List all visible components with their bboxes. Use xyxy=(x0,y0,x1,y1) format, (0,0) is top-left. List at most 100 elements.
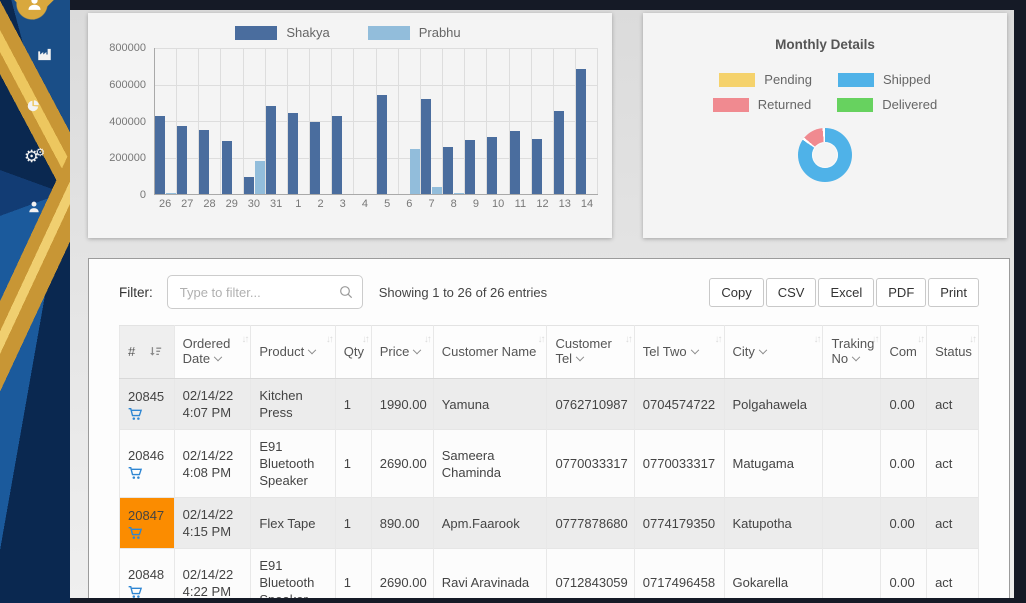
orders-table-panel: Filter: Showing 1 to 26 of 26 entries Co… xyxy=(88,258,1010,598)
cell-ordered-date: 02/14/22 4:22 PM xyxy=(174,548,252,598)
bar-group-6 xyxy=(399,48,421,194)
gears-icon[interactable]: ⚙⚙ xyxy=(24,147,46,166)
cell-traking-no xyxy=(822,429,882,498)
factory-icon[interactable] xyxy=(37,47,52,62)
cell-status: act xyxy=(926,429,979,498)
orders-table: # Ordered Date ↓↑ Product ↓↑ Qty ↓↑ Price ↓↑ Cus… xyxy=(119,325,979,598)
x-tick-label: 7 xyxy=(428,198,435,210)
column-header-product[interactable]: Product ↓↑ xyxy=(250,325,336,379)
cell-customer-name: Apm.Faarook xyxy=(433,497,548,549)
monthly-details-title: Monthly Details xyxy=(775,37,875,52)
sort-amount-icon xyxy=(149,346,162,358)
cart-icon[interactable] xyxy=(128,526,168,540)
legend-item-delivered[interactable]: Delivered xyxy=(837,97,937,112)
column-label: Ordered Date xyxy=(182,336,231,366)
bar-group-29 xyxy=(221,48,244,194)
column-label: Status xyxy=(935,343,972,359)
bar-group-12 xyxy=(531,48,554,194)
sort-arrows-icon: ↓↑ xyxy=(361,334,370,345)
sort-arrows-icon: ↓↑ xyxy=(325,334,334,345)
bar-group-7 xyxy=(420,48,444,194)
x-tick-label: 12 xyxy=(536,198,549,210)
legend-swatch xyxy=(837,97,874,112)
sort-arrows-icon: ↓↑ xyxy=(241,334,249,345)
legend-item-shipped[interactable]: Shipped xyxy=(838,72,931,87)
column-header-ordered-date[interactable]: Ordered Date ↓↑ xyxy=(174,325,252,379)
copy-button[interactable]: Copy xyxy=(709,277,764,307)
bar-group-30 xyxy=(243,48,266,194)
cart-icon[interactable] xyxy=(128,466,168,480)
person-icon[interactable] xyxy=(27,200,41,214)
print-button[interactable]: Print xyxy=(928,277,979,307)
column-header-com[interactable]: Com ↓↑ xyxy=(880,325,928,379)
bar-group-4 xyxy=(354,48,377,194)
legend-item-returned[interactable]: Returned xyxy=(712,97,811,112)
cell-customer-tel: 0777878680 xyxy=(546,497,635,549)
y-tick-label: 400000 xyxy=(109,115,146,128)
cell-order-id: 20846 xyxy=(119,429,175,498)
cell-status: act xyxy=(926,378,979,430)
cart-icon[interactable] xyxy=(128,585,168,598)
bar-chart-plot xyxy=(154,48,599,195)
chevron-down-icon xyxy=(413,345,422,354)
column-header-id[interactable]: # xyxy=(119,325,175,379)
main-content: Shakya Prabhu 800000 600000 400000 200000 0 xyxy=(70,10,1014,598)
order-id: 20847 xyxy=(128,507,165,523)
column-header-tel-two[interactable]: Tel Two ↓↑ xyxy=(634,325,725,379)
legend-label: Shipped xyxy=(883,72,931,87)
column-label: Price xyxy=(379,343,410,359)
cell-qty: 1 xyxy=(335,378,372,430)
cart-icon[interactable] xyxy=(128,407,168,421)
legend-swatch xyxy=(712,97,749,112)
column-header-customer-tel[interactable]: Customer Tel ↓↑ xyxy=(546,325,635,379)
sort-arrows-icon: ↓↑ xyxy=(969,334,977,345)
csv-button[interactable]: CSV xyxy=(765,277,817,307)
column-header-traking-no[interactable]: Traking No ↓↑ xyxy=(822,325,882,379)
column-label: Product xyxy=(259,343,305,359)
legend-swatch xyxy=(235,25,278,40)
column-header-status[interactable]: Status ↓↑ xyxy=(926,325,979,379)
cell-traking-no xyxy=(822,548,882,598)
bar-group-5 xyxy=(376,48,399,194)
x-tick-label: 13 xyxy=(558,198,571,210)
column-label: Com xyxy=(889,343,917,359)
cell-order-id: 20847 xyxy=(119,497,175,549)
x-tick-label: 30 xyxy=(247,198,261,210)
bar-group-27 xyxy=(177,48,200,194)
user-icon[interactable] xyxy=(26,0,43,12)
sort-arrows-icon: ↓↑ xyxy=(624,334,633,345)
table-row: 20845 02/14/22 4:07 PM Kitchen Press 1 19… xyxy=(119,378,979,430)
x-tick-label: 8 xyxy=(450,198,457,210)
pdf-button[interactable]: PDF xyxy=(876,277,927,307)
legend-item-prabhu[interactable]: Prabhu xyxy=(367,25,461,40)
legend-item-pending[interactable]: Pending xyxy=(719,72,812,87)
x-tick-label: 11 xyxy=(514,198,527,210)
bar-group-8 xyxy=(443,48,466,194)
export-button-group: Copy CSV Excel PDF Print xyxy=(709,277,979,307)
bar-group-10 xyxy=(487,48,510,194)
filter-input[interactable] xyxy=(166,275,363,309)
chevron-down-icon xyxy=(758,345,768,354)
column-label: Customer Tel xyxy=(555,336,612,366)
monthly-legend: Pending Shipped Returned Delivered xyxy=(660,72,990,112)
cell-price: 1990.00 xyxy=(371,378,434,430)
cell-status: act xyxy=(926,497,979,549)
cell-com: 0.00 xyxy=(880,497,928,549)
legend-label: Pending xyxy=(764,72,812,87)
column-header-qty[interactable]: Qty ↓↑ xyxy=(335,325,372,379)
column-header-price[interactable]: Price ↓↑ xyxy=(371,325,434,379)
filter-label: Filter: xyxy=(119,284,153,300)
legend-item-shakya[interactable]: Shakya xyxy=(235,25,330,40)
legend-label: Shakya xyxy=(286,25,330,40)
excel-button[interactable]: Excel xyxy=(818,277,875,307)
column-header-customer-name[interactable]: Customer Name ↓↑ xyxy=(433,325,548,379)
cell-com: 0.00 xyxy=(880,429,928,498)
column-header-city[interactable]: City ↓↑ xyxy=(724,325,824,379)
y-tick-label: 0 xyxy=(139,189,146,201)
pie-chart-icon[interactable] xyxy=(26,99,40,113)
y-tick-label: 200000 xyxy=(109,152,146,165)
x-tick-label: 1 xyxy=(295,198,302,210)
cell-tel-two: 0717496458 xyxy=(634,548,725,598)
cell-city: Matugama xyxy=(724,429,824,498)
bar-group-14 xyxy=(576,48,599,194)
